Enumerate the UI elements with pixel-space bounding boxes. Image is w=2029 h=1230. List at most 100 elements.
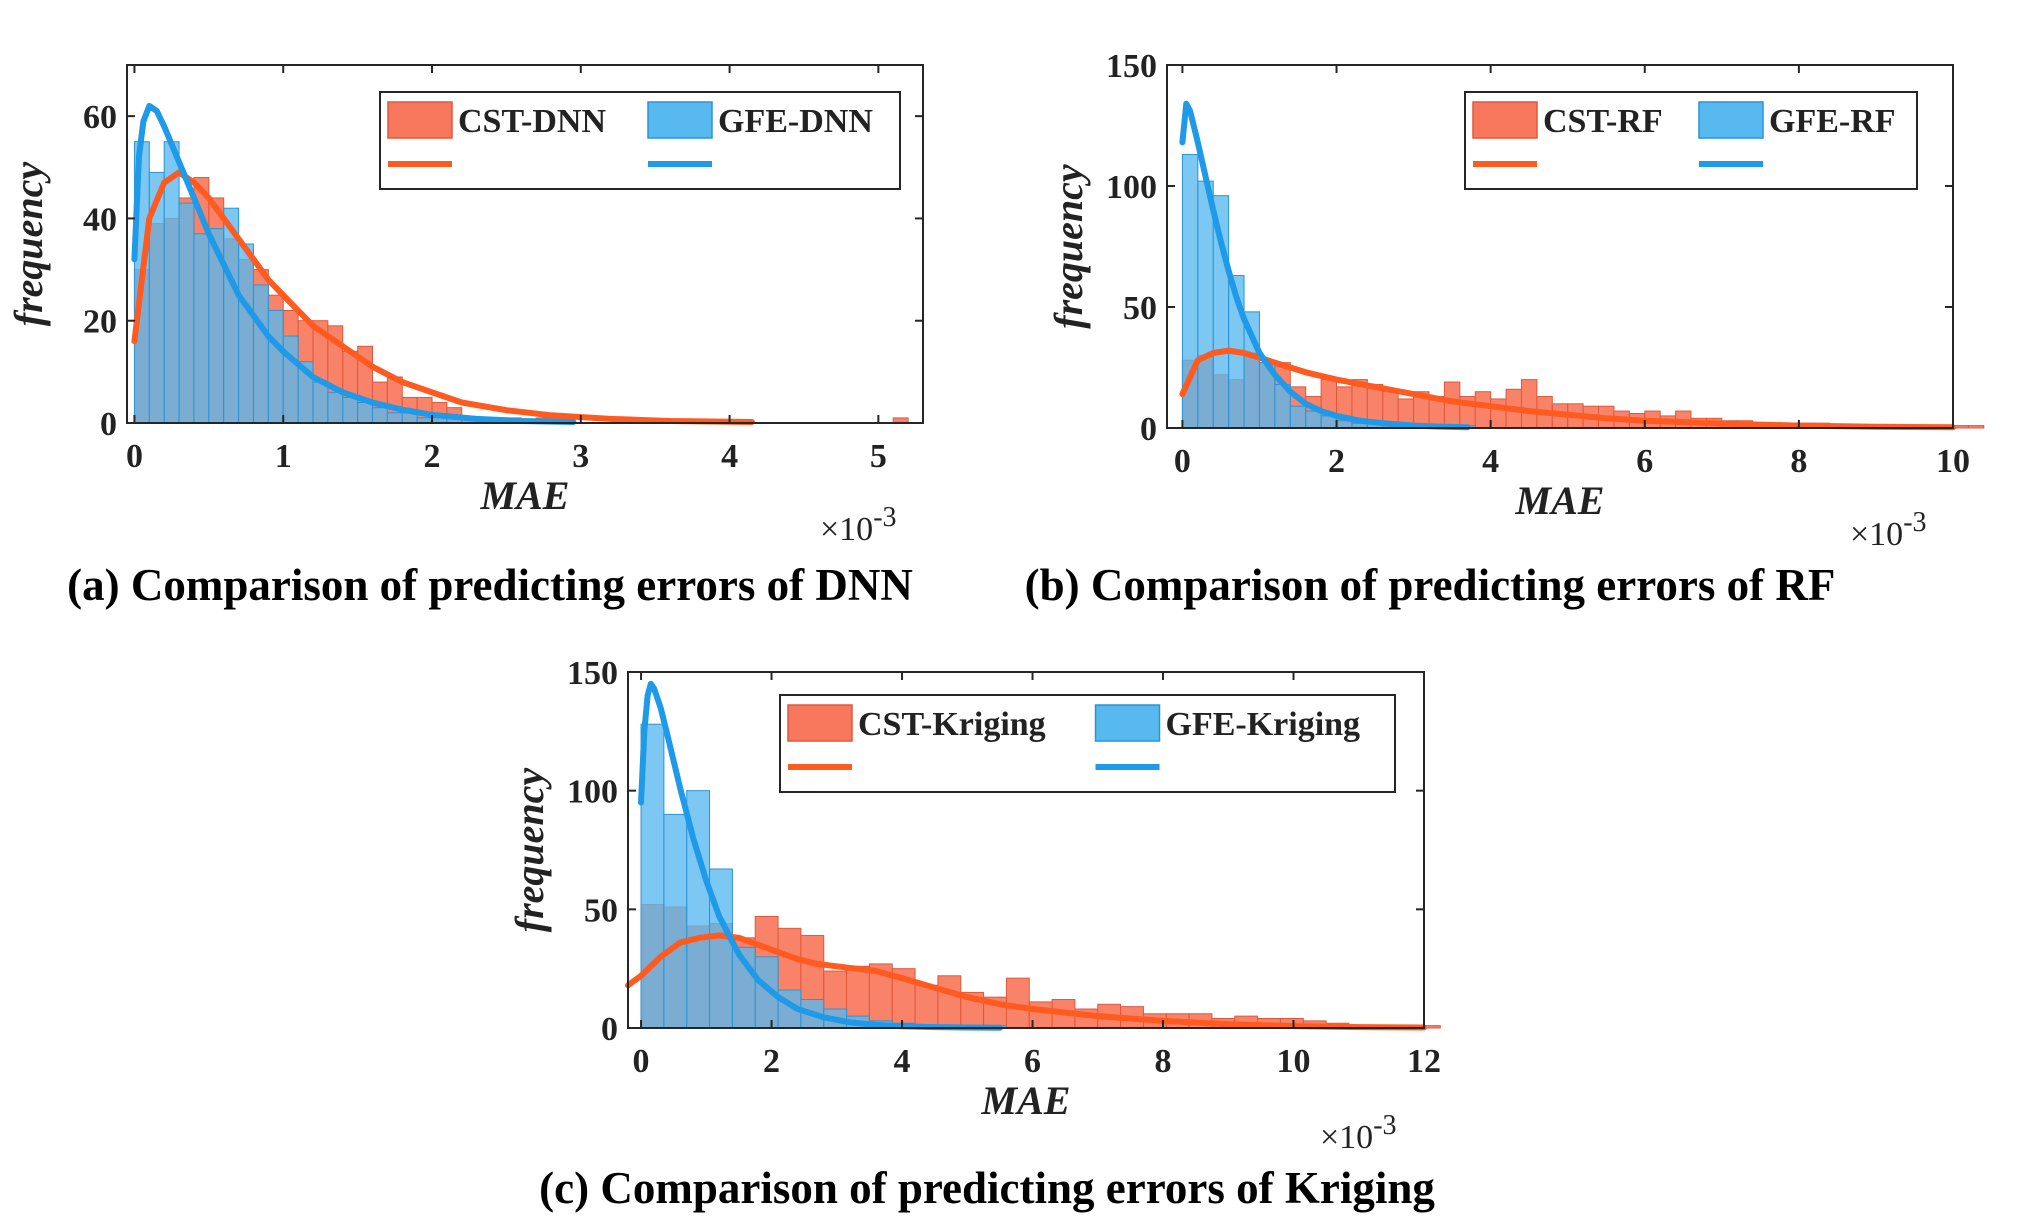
- axes-frame: [1166, 64, 1954, 429]
- gfe-fit-curve: [131, 102, 577, 425]
- gfe-bar: [1289, 405, 1307, 429]
- x-tick-label: 2: [763, 1043, 780, 1080]
- y-tick-label: 150: [567, 655, 618, 692]
- legend-label: GFE-DNN: [718, 103, 873, 140]
- cst-fit-curve: [1179, 347, 1956, 431]
- legend-label: GFE-Kriging: [1166, 706, 1361, 743]
- y-tick-label: 20: [83, 304, 117, 341]
- ticks-layer: 0 1 2 3 4 5 0 20 40 60: [83, 65, 923, 475]
- y-tick-label: 100: [567, 774, 618, 811]
- gfe-bar: [178, 202, 195, 424]
- x-tick-label: 0: [633, 1043, 650, 1080]
- gfe-bar: [238, 243, 254, 424]
- caption: (a) Comparison of predicting errors of D…: [67, 560, 913, 610]
- cst-bar: [1474, 391, 1492, 429]
- y-axis-label: frequency: [1046, 164, 1091, 329]
- legend-swatch: [1698, 101, 1764, 139]
- legend-label: CST-RF: [1543, 103, 1663, 140]
- x-tick-label: 6: [1024, 1043, 1041, 1080]
- gfe-bar: [1305, 410, 1322, 429]
- gfe-bar: [252, 284, 269, 424]
- gfe-bar: [663, 813, 688, 1029]
- y-tick-label: 50: [584, 892, 618, 929]
- x-tick-label: 2: [424, 438, 441, 475]
- x-axis-label: MAE: [981, 1078, 1071, 1123]
- ticks-layer: 0 2 4 6 8 10 12 0 50 100 150: [567, 655, 1441, 1080]
- x-tick-label: 3: [572, 438, 589, 475]
- cst-bar: [1967, 425, 1985, 429]
- legend-box: [779, 694, 1396, 793]
- gfe-bar: [357, 402, 373, 424]
- gfe-bar: [193, 233, 210, 424]
- y-tick-label: 100: [1106, 169, 1157, 206]
- x-axis-label: MAE: [1515, 478, 1605, 523]
- y-tick-label: 60: [83, 99, 117, 136]
- panel-dnn: 0 1 2 3 4 5 0 20 40 60 MAE frequency ×10-3 CST-DN…: [6, 64, 924, 610]
- x-tick-label: 10: [1277, 1043, 1311, 1080]
- gfe-bar: [327, 391, 344, 424]
- legend-swatch: [787, 704, 853, 742]
- gfe-bar: [312, 381, 329, 424]
- x-tick-label: 5: [870, 438, 887, 475]
- gfe-fit-curve: [638, 680, 1003, 1031]
- legend-label: CST-DNN: [458, 103, 606, 140]
- cst-bar: [1490, 398, 1507, 429]
- cst-bar: [914, 984, 939, 1029]
- x-tick-label: 0: [126, 438, 143, 475]
- x-axis-exponent: ×10-3: [820, 502, 897, 548]
- x-tick-label: 8: [1155, 1043, 1172, 1080]
- legend-swatch: [647, 101, 713, 139]
- fits-layer: [1179, 100, 1956, 431]
- gfe-bar: [267, 309, 284, 424]
- legend-swatch: [1472, 101, 1538, 139]
- legend: CST-DNN GFE-DNN: [379, 91, 901, 190]
- y-tick-label: 50: [1123, 290, 1157, 327]
- x-tick-label: 4: [894, 1043, 911, 1080]
- x-tick-label: 4: [721, 438, 738, 475]
- y-tick-label: 40: [83, 201, 117, 238]
- legend-swatch: [1094, 704, 1161, 742]
- x-tick-label: 0: [1174, 443, 1191, 480]
- x-tick-label: 8: [1790, 443, 1807, 480]
- x-tick-label: 4: [1482, 443, 1499, 480]
- x-tick-label: 6: [1636, 443, 1653, 480]
- legend-label: CST-Kriging: [858, 706, 1046, 743]
- legend-box: [379, 91, 901, 190]
- y-tick-label: 0: [601, 1011, 618, 1048]
- gfe-bar: [1336, 420, 1353, 429]
- legend-swatch: [387, 101, 453, 139]
- bars-layer: [1181, 154, 1985, 429]
- y-tick-label: 150: [1106, 48, 1157, 85]
- gfe-bar: [282, 335, 299, 424]
- x-tick-label: 2: [1328, 443, 1345, 480]
- gfe-bar: [371, 407, 388, 424]
- axes-frame: [627, 671, 1425, 1029]
- legend-label: GFE-RF: [1769, 103, 1896, 140]
- x-tick-label: 10: [1936, 443, 1970, 480]
- x-axis-exponent: ×10-3: [1850, 507, 1927, 553]
- legend: CST-Kriging GFE-Kriging: [779, 694, 1396, 793]
- x-axis-label: MAE: [480, 473, 570, 518]
- gfe-bar: [1197, 180, 1214, 429]
- cst-bar: [1520, 379, 1538, 429]
- x-tick-label: 1: [275, 438, 292, 475]
- cst-bar: [937, 975, 962, 1029]
- y-axis-label: frequency: [507, 768, 552, 933]
- caption: (b) Comparison of predicting errors of R…: [1025, 560, 1836, 610]
- gfe-fit-curve: [1179, 100, 1471, 431]
- panel-kriging: 0 2 4 6 8 10 12 0 50 100 150 MAE frequency ×10-3 C…: [507, 655, 1441, 1213]
- gfe-bar: [342, 396, 359, 424]
- y-axis-label: frequency: [6, 162, 51, 327]
- x-axis-exponent: ×10-3: [1320, 1110, 1397, 1156]
- fits-layer: [131, 102, 755, 425]
- y-tick-label: 0: [100, 406, 117, 443]
- legend-box: [1464, 91, 1918, 190]
- caption: (c) Comparison of predicting errors of K…: [539, 1163, 1435, 1213]
- y-tick-label: 0: [1140, 411, 1157, 448]
- gfe-bar: [386, 412, 403, 424]
- legend: CST-RF GFE-RF: [1464, 91, 1918, 190]
- axes-frame: [126, 64, 924, 424]
